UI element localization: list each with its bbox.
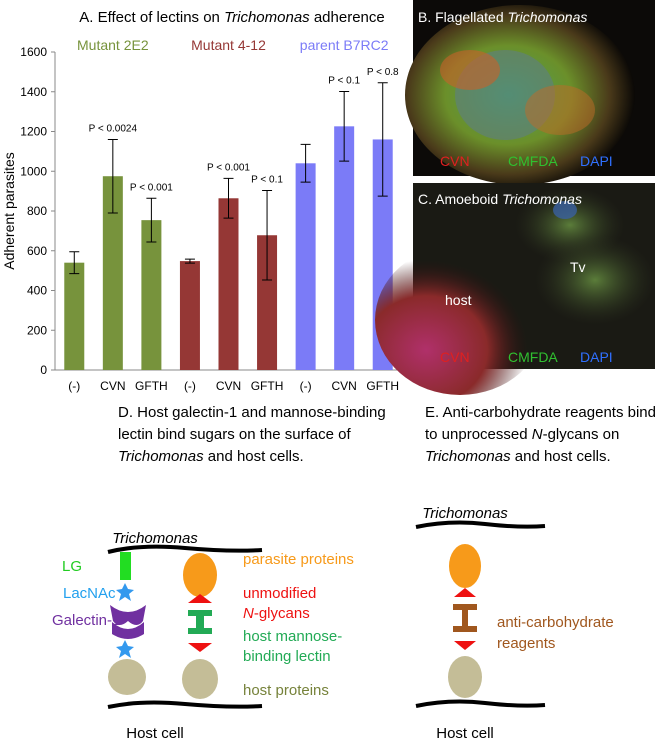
group-label: Mutant 4-12 [191, 37, 266, 53]
stain-label: CMFDA [508, 153, 558, 169]
p-value-label: P < 0.1 [328, 76, 360, 87]
panel-title: B. Flagellated Trichomonas [418, 9, 587, 25]
bar [334, 126, 355, 371]
bar [257, 235, 278, 370]
label-part: N [243, 605, 254, 622]
x-tick-label: (-) [300, 379, 312, 393]
bar [218, 198, 239, 370]
component-label: reagents [497, 635, 555, 652]
stain-label: CMFDA [508, 349, 558, 365]
membrane-label: Trichomonas [112, 530, 198, 547]
cell-label: host [445, 292, 472, 308]
y-tick-label: 1000 [20, 164, 47, 178]
bar-chart: 0 200 400 600 800 1000 1200 1400 1600 Mutant 2E2 (… [20, 37, 402, 393]
diagram-d: D. Host galectin-1 and mannose-binding l… [52, 404, 386, 742]
y-axis-label: Adherent parasites [1, 152, 17, 270]
y-tick-label: 400 [27, 284, 47, 298]
y-tick-label: 800 [27, 204, 47, 218]
title-part: B. Flagellated [418, 9, 508, 25]
membrane-label: Host cell [436, 725, 494, 742]
error-bar [184, 258, 195, 264]
p-value-label: P < 0.0024 [89, 123, 138, 134]
caption-line: lectin bind sugars on the surface of [118, 426, 351, 443]
caption-line: to unprocessed N-glycans on [425, 426, 619, 443]
x-tick-label: (-) [68, 379, 80, 393]
component-label: unmodified [243, 585, 316, 602]
title-part: Trichomonas [508, 9, 588, 25]
bar [102, 176, 123, 370]
caption-part: N [532, 426, 543, 443]
caption-part: and host cells. [204, 448, 304, 465]
component-label: host proteins [243, 682, 329, 699]
x-tick-label: CVN [216, 379, 241, 393]
x-tick-label: GFTH [366, 379, 399, 393]
caption-line: Trichomonas and host cells. [118, 448, 304, 465]
membrane-label: Host cell [126, 725, 184, 742]
bar [141, 220, 162, 370]
component-label: parasite proteins [243, 551, 354, 568]
x-tick-label: CVN [331, 379, 356, 393]
chart-title: A. Effect of lectins on Trichomonas adhe… [79, 9, 384, 26]
bar [295, 163, 316, 370]
group-label: Mutant 2E2 [77, 37, 149, 53]
caption-line: D. Host galectin-1 and mannose-binding [118, 404, 386, 421]
component-label: binding lectin [243, 648, 331, 665]
stain-label: DAPI [580, 153, 613, 169]
title-part: Trichomonas [502, 191, 582, 207]
caption-line: Trichomonas and host cells. [425, 448, 611, 465]
error-bar [300, 143, 311, 183]
component-label: Galectin-1 [52, 612, 120, 629]
micrograph-c: C. Amoeboid Trichomonas Tv host CVN CMFD… [375, 183, 655, 395]
component-label: LacNAc [63, 585, 116, 602]
x-tick-label: CVN [100, 379, 125, 393]
caption-part: and host cells. [511, 448, 611, 465]
diagram-e: E. Anti-carbohydrate reagents bind to un… [415, 404, 655, 742]
x-tick-label: GFTH [135, 379, 168, 393]
micrograph-b: B. Flagellated Trichomonas CVN CMFDA DAP… [405, 0, 655, 185]
stain-label: CVN [440, 153, 470, 169]
title-part: C. Amoeboid [418, 191, 502, 207]
bar [179, 261, 200, 370]
p-value-label: P < 0.001 [130, 182, 173, 193]
component-label: host mannose- [243, 628, 342, 645]
caption-line: E. Anti-carbohydrate reagents bind [425, 404, 655, 421]
component-label: anti-carbohydrate [497, 614, 614, 631]
error-bar [223, 177, 234, 219]
y-tick-label: 1400 [20, 85, 47, 99]
error-bar [339, 91, 350, 162]
error-bar [146, 197, 157, 243]
title-part: A. Effect of lectins on [79, 9, 224, 26]
cell-label: Tv [570, 259, 586, 275]
y-tick-label: 200 [27, 323, 47, 337]
x-tick-label: (-) [184, 379, 196, 393]
caption-part: Trichomonas [425, 448, 511, 465]
x-tick-label: GFTH [251, 379, 284, 393]
p-value-label: P < 0.1 [251, 175, 283, 186]
p-value-label: P < 0.8 [367, 67, 399, 78]
y-tick-label: 1200 [20, 125, 47, 139]
caption-part: Trichomonas [118, 448, 204, 465]
error-bar [107, 138, 118, 214]
component-label: LG [62, 558, 82, 575]
caption-part: to unprocessed [425, 426, 532, 443]
p-value-label: P < 0.001 [207, 162, 250, 173]
error-bar [377, 82, 388, 197]
error-bar [262, 190, 273, 281]
component-label: N-glycans [243, 605, 310, 622]
title-part: Trichomonas [224, 9, 310, 26]
label-part: -glycans [254, 605, 310, 622]
panel-title: C. Amoeboid Trichomonas [418, 191, 582, 207]
stain-label: CVN [440, 349, 470, 365]
group-label: parent B7RC2 [300, 37, 389, 53]
bar [64, 262, 85, 370]
y-tick-label: 0 [40, 363, 47, 377]
caption-part: -glycans on [543, 426, 620, 443]
y-tick-label: 1600 [20, 45, 47, 59]
stain-label: DAPI [580, 349, 613, 365]
title-part: adherence [310, 9, 385, 26]
membrane-label: Trichomonas [422, 505, 508, 522]
error-bar [69, 251, 80, 275]
y-tick-label: 600 [27, 244, 47, 258]
